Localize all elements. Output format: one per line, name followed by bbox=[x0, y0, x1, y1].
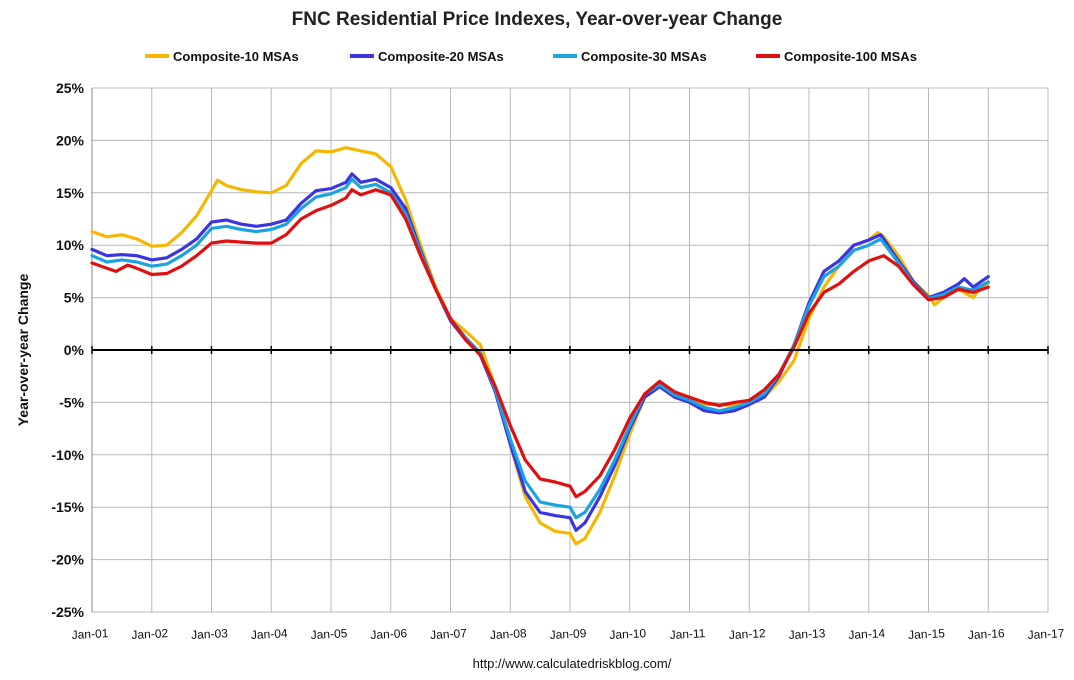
x-tick-label: Jan-03 bbox=[191, 626, 229, 642]
series-line-composite-10-msas bbox=[90, 146, 990, 546]
y-tick-label: -10% bbox=[51, 447, 84, 463]
x-tick-label: Jan-04 bbox=[251, 626, 289, 642]
x-tick-label: Jan-10 bbox=[609, 626, 647, 642]
series-line-composite-30-msas bbox=[90, 177, 990, 520]
x-tick-label: Jan-12 bbox=[729, 626, 767, 642]
y-tick-label: -20% bbox=[51, 552, 84, 568]
legend-label-composite-10-msas: Composite-10 MSAs bbox=[173, 49, 299, 64]
x-tick-label: Jan-17 bbox=[1027, 626, 1065, 642]
source-url: http://www.calculatedriskblog.com/ bbox=[473, 656, 672, 671]
legend-label-composite-100-msas: Composite-100 MSAs bbox=[784, 49, 917, 64]
series-line-composite-100-msas bbox=[90, 188, 990, 499]
x-tick-label: Jan-14 bbox=[848, 626, 886, 642]
y-tick-label: -15% bbox=[51, 499, 84, 515]
x-tick-label: Jan-11 bbox=[669, 626, 706, 642]
x-tick-label: Jan-01 bbox=[71, 626, 109, 642]
x-tick-label: Jan-09 bbox=[549, 626, 587, 642]
x-tick-label: Jan-05 bbox=[310, 626, 348, 642]
chart-title: FNC Residential Price Indexes, Year-over… bbox=[292, 9, 783, 30]
y-tick-label: 0% bbox=[64, 342, 85, 358]
y-axis-label: Year-over-year Change bbox=[15, 274, 31, 427]
y-tick-label: -25% bbox=[51, 604, 84, 620]
x-tick-label: Jan-13 bbox=[788, 626, 826, 642]
x-axis-ticks: Jan-01 Jan-02 Jan-03 Jan-04 Jan-05 Jan-06 Jan-… bbox=[71, 626, 1065, 642]
series-line-composite-20-msas bbox=[90, 172, 990, 532]
y-tick-label: 15% bbox=[56, 185, 85, 201]
y-axis-ticks: 25% 20% 15% 10% 5% 0% -5% -10% -15% -20% -25% bbox=[51, 80, 84, 620]
x-tick-label: Jan-02 bbox=[131, 626, 169, 642]
x-tick-label: Jan-15 bbox=[908, 626, 946, 642]
y-tick-label: -5% bbox=[59, 394, 84, 410]
x-tick-label: Jan-16 bbox=[968, 626, 1006, 642]
legend-label-composite-20-msas: Composite-20 MSAs bbox=[378, 49, 504, 64]
y-tick-label: 25% bbox=[56, 80, 85, 96]
x-tick-label: Jan-08 bbox=[490, 626, 528, 642]
series-lines bbox=[90, 146, 990, 546]
y-tick-label: 5% bbox=[64, 290, 85, 306]
legend: Composite-10 MSAs Composite-20 MSAs Compos… bbox=[145, 49, 917, 64]
legend-label-composite-30-msas: Composite-30 MSAs bbox=[581, 49, 707, 64]
y-tick-label: 20% bbox=[56, 132, 85, 148]
x-tick-label: Jan-06 bbox=[370, 626, 408, 642]
y-tick-label: 10% bbox=[56, 237, 85, 253]
x-tick-label: Jan-07 bbox=[430, 626, 468, 642]
